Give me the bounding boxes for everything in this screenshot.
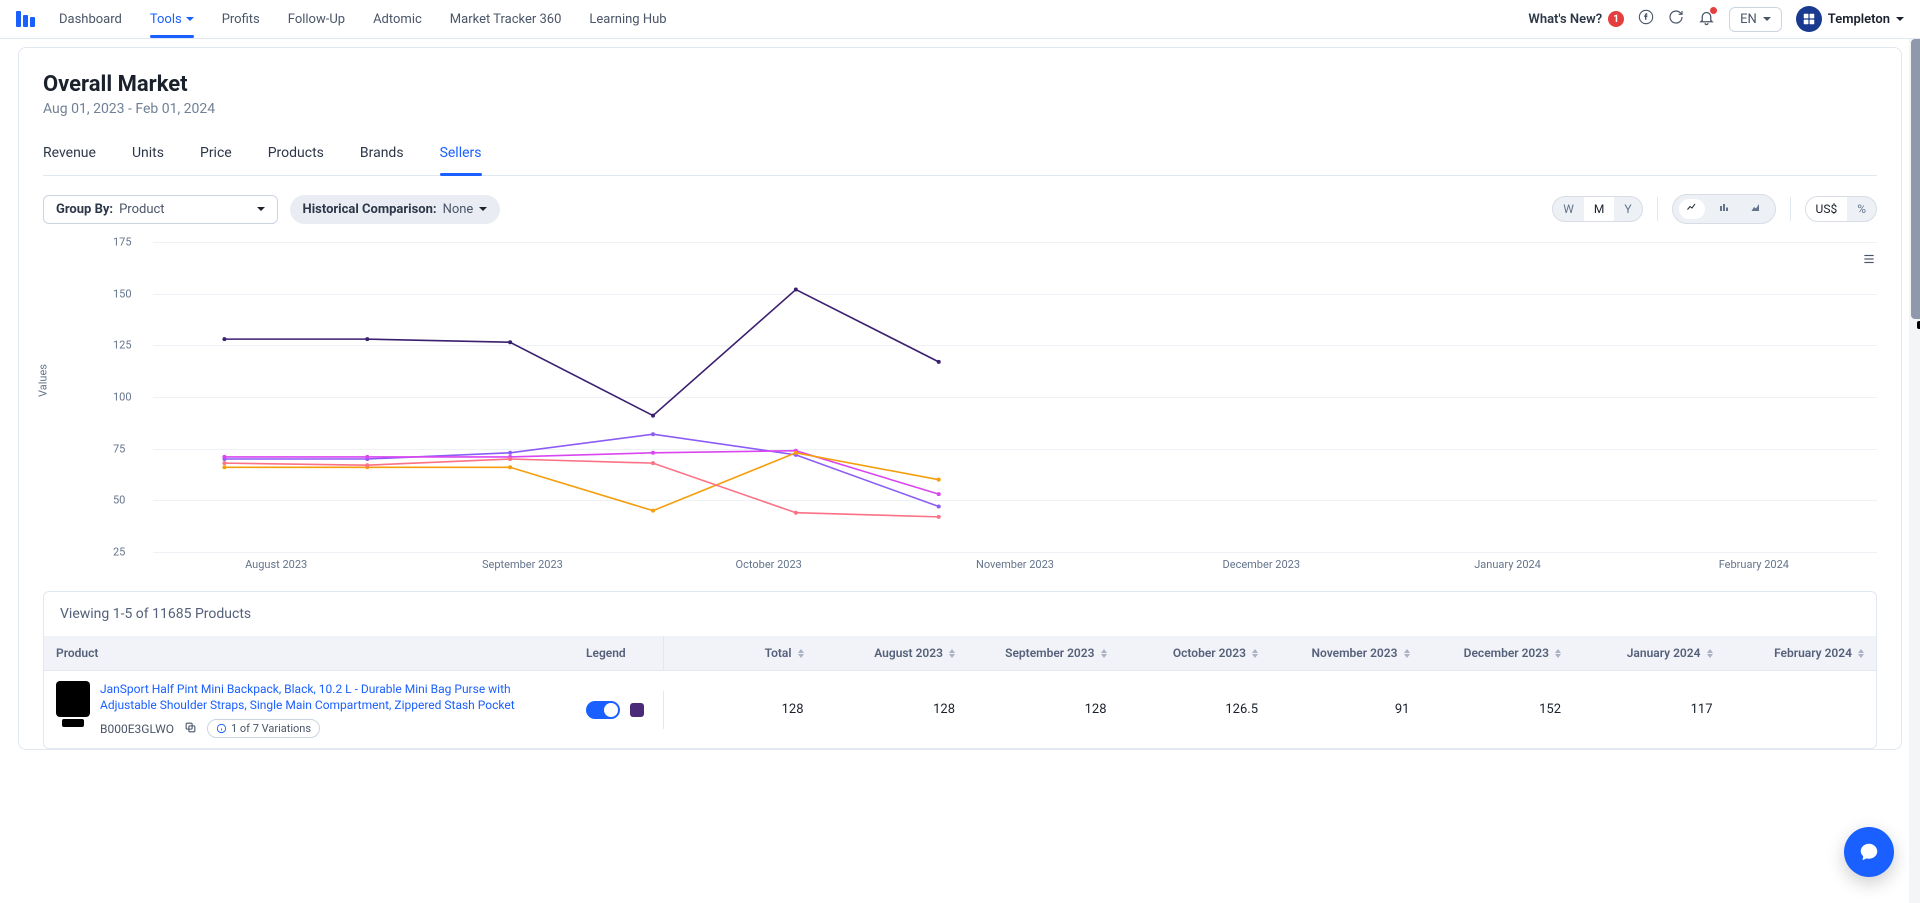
period-segment: WMY [1552, 196, 1642, 222]
line-chart-icon[interactable] [1679, 199, 1705, 219]
sort-icon[interactable] [1101, 649, 1107, 658]
tab-products[interactable]: Products [268, 145, 324, 175]
nav-profits[interactable]: Profits [222, 12, 260, 27]
x-tick: February 2024 [1631, 558, 1877, 571]
facebook-icon[interactable] [1638, 9, 1654, 29]
col-product[interactable]: Product [44, 636, 574, 670]
x-tick: September 2023 [399, 558, 645, 571]
col-august-2023[interactable]: August 2023 [816, 636, 968, 670]
area-chart-icon[interactable] [1743, 199, 1769, 219]
period-seg-w[interactable]: W [1553, 197, 1584, 221]
cell-value [1725, 692, 1877, 727]
y-axis-label: Values [37, 364, 50, 397]
chart-type-segment [1672, 194, 1776, 224]
asin-text: B000E3GLWO [100, 722, 174, 736]
unit-seg-us[interactable]: US$ [1806, 197, 1848, 221]
cell-value: 152 [1422, 692, 1574, 727]
copy-icon[interactable] [184, 721, 197, 737]
cell-value: 126.5 [1119, 692, 1271, 727]
nav-items: Dashboard Tools Profits Follow-Up Adtomic Mar… [59, 12, 667, 27]
product-thumbnail[interactable] [56, 681, 90, 717]
chevron-down-icon [1896, 17, 1904, 21]
chevron-down-icon [479, 207, 487, 211]
period-seg-y[interactable]: Y [1614, 197, 1641, 221]
avatar-icon [1796, 6, 1822, 32]
top-nav: Dashboard Tools Profits Follow-Up Adtomic Mar… [0, 0, 1920, 39]
col-october-2023[interactable]: October 2023 [1119, 636, 1271, 670]
metric-tabs: Revenue Units Price Products Brands Sellers [43, 145, 1877, 176]
language-select[interactable]: EN [1729, 7, 1782, 32]
nav-dashboard[interactable]: Dashboard [59, 12, 122, 27]
nav-learning-hub[interactable]: Learning Hub [589, 12, 666, 27]
nav-tools[interactable]: Tools [150, 12, 194, 27]
col-february-2024[interactable]: February 2024 [1725, 636, 1877, 670]
cell-value: 91 [1270, 692, 1422, 727]
page-title: Overall Market [43, 72, 1877, 97]
sort-icon[interactable] [1858, 649, 1864, 658]
col-january-2024[interactable]: January 2024 [1573, 636, 1725, 670]
chevron-down-icon [257, 207, 265, 211]
x-tick: October 2023 [646, 558, 892, 571]
x-tick: November 2023 [892, 558, 1138, 571]
legend-swatch [630, 703, 644, 717]
table-header: ProductLegendTotalAugust 2023September 2… [44, 636, 1876, 670]
logo-icon[interactable] [16, 11, 35, 27]
bar-chart-icon[interactable] [1711, 199, 1737, 219]
variations-pill[interactable]: 1 of 7 Variations [207, 719, 320, 738]
tab-revenue[interactable]: Revenue [43, 145, 96, 175]
sort-icon[interactable] [1707, 649, 1713, 658]
group-by-select[interactable]: Group By: Product [43, 195, 278, 224]
col-total[interactable]: Total [664, 636, 816, 670]
sort-icon[interactable] [1404, 649, 1410, 658]
tab-brands[interactable]: Brands [360, 145, 404, 175]
tab-price[interactable]: Price [200, 145, 232, 175]
sort-icon[interactable] [798, 649, 804, 658]
nav-adtomic[interactable]: Adtomic [373, 12, 422, 27]
series-toggle[interactable] [586, 701, 620, 719]
table-row: JanSport Half Pint Mini Backpack, Black,… [44, 670, 1876, 748]
scrollbar[interactable] [1909, 39, 1920, 903]
nav-market-tracker-360[interactable]: Market Tracker 360 [450, 12, 562, 27]
chevron-down-icon [1763, 17, 1771, 21]
unit-seg-[interactable]: % [1847, 197, 1876, 221]
whats-new-badge: 1 [1608, 11, 1624, 27]
unit-segment: US$% [1805, 196, 1877, 222]
product-title-link[interactable]: JanSport Half Pint Mini Backpack, Black,… [100, 681, 562, 713]
col-november-2023[interactable]: November 2023 [1270, 636, 1422, 670]
sort-icon[interactable] [1555, 649, 1561, 658]
x-tick: December 2023 [1138, 558, 1384, 571]
whats-new-link[interactable]: What's New? 1 [1528, 11, 1624, 27]
col-december-2023[interactable]: December 2023 [1422, 636, 1574, 670]
sellers-chart: Values 255075100125150175 August 2023Sep… [43, 242, 1877, 571]
cell-value: 117 [1573, 692, 1725, 727]
x-tick: August 2023 [153, 558, 399, 571]
tab-sellers[interactable]: Sellers [440, 145, 482, 175]
products-table: Viewing 1-5 of 11685 Products ProductLeg… [43, 591, 1877, 749]
nav-follow-up[interactable]: Follow-Up [288, 12, 345, 27]
col-legend[interactable]: Legend [574, 636, 664, 670]
x-tick: January 2024 [1384, 558, 1630, 571]
cell-value: 128 [816, 692, 968, 727]
legend-cell [574, 691, 664, 729]
bell-icon[interactable] [1698, 9, 1715, 30]
cell-value: 128 [664, 692, 816, 727]
overall-market-card: Overall Market Aug 01, 2023 - Feb 01, 20… [18, 47, 1902, 750]
date-range: Aug 01, 2023 - Feb 01, 2024 [43, 101, 1877, 117]
refresh-icon[interactable] [1668, 9, 1684, 29]
period-seg-m[interactable]: M [1584, 197, 1614, 221]
historical-comparison-select[interactable]: Historical Comparison: None [290, 195, 501, 224]
sort-icon[interactable] [1252, 649, 1258, 658]
chevron-down-icon [186, 17, 194, 21]
tab-units[interactable]: Units [132, 145, 164, 175]
col-september-2023[interactable]: September 2023 [967, 636, 1119, 670]
table-caption: Viewing 1-5 of 11685 Products [44, 592, 1876, 636]
cell-value: 128 [967, 692, 1119, 727]
sort-icon[interactable] [949, 649, 955, 658]
chat-fab[interactable] [1844, 827, 1894, 877]
user-menu[interactable]: Templeton [1796, 6, 1904, 32]
